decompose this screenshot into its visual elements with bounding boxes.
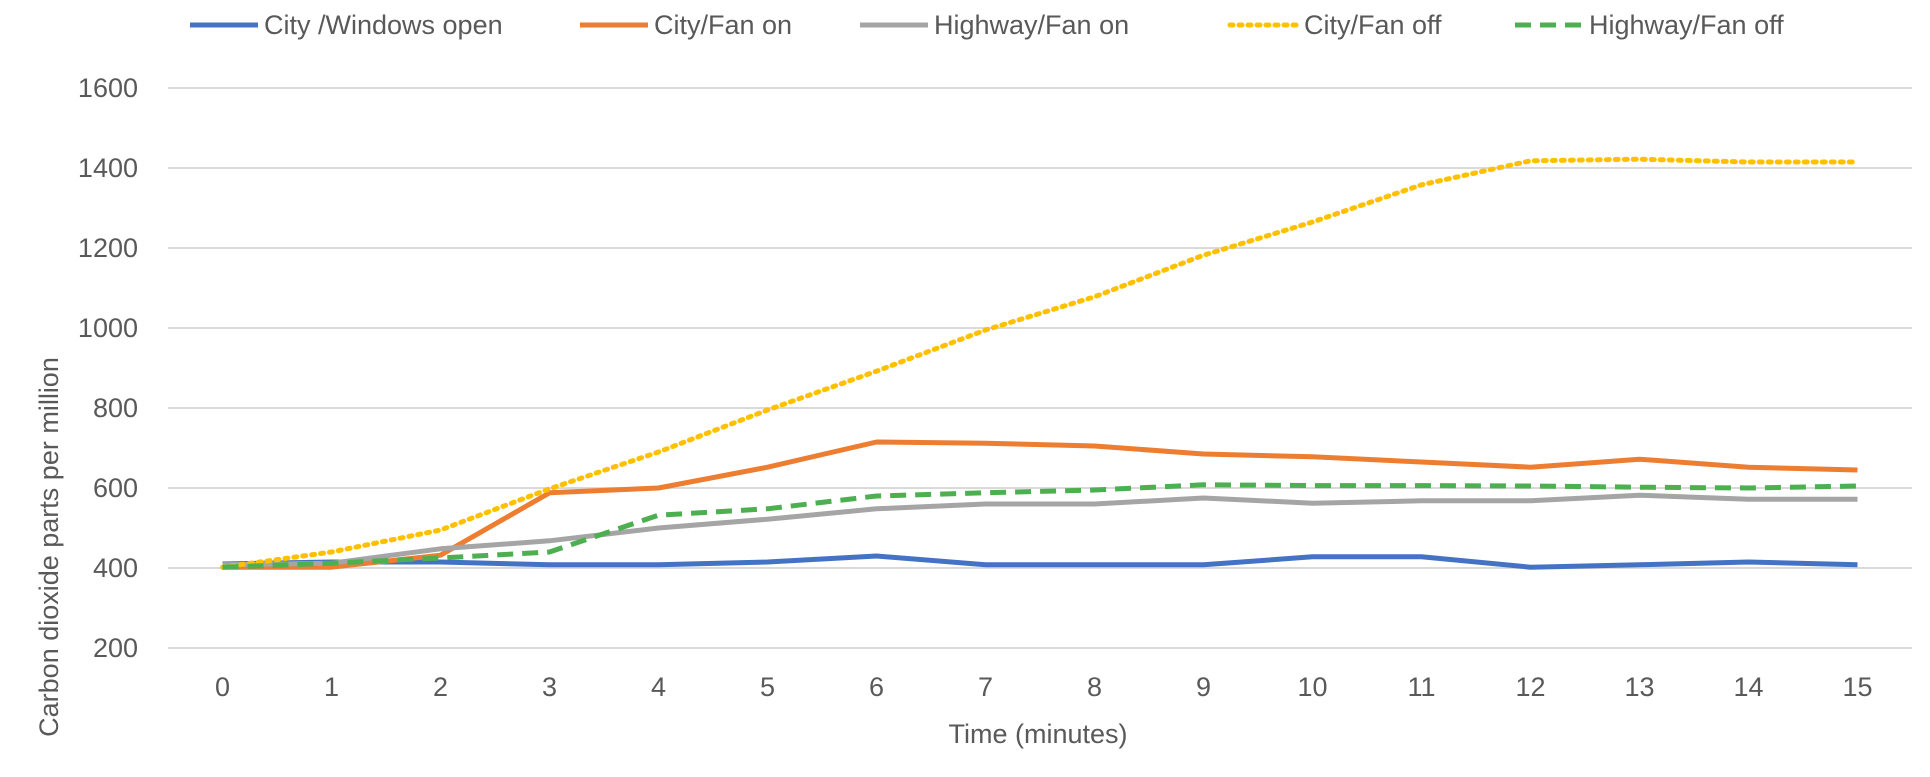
gridlines xyxy=(168,87,1912,649)
y-axis-title: Carbon dioxide parts per million xyxy=(34,357,64,737)
x-tick-label: 15 xyxy=(1842,672,1872,702)
legend: City /Windows open City/Fan on Highway/Fan… xyxy=(190,10,1784,40)
x-tick-label: 6 xyxy=(869,672,884,702)
x-tick-label: 5 xyxy=(760,672,775,702)
legend-label-1: City /Windows open xyxy=(264,10,503,40)
legend-label-3: Highway/Fan on xyxy=(934,10,1129,40)
series-line-4 xyxy=(220,156,1860,570)
y-tick-label: 1400 xyxy=(78,153,138,183)
x-tick-label: 12 xyxy=(1515,672,1545,702)
x-tick-label: 3 xyxy=(542,672,557,702)
x-tick-label: 11 xyxy=(1407,672,1435,702)
legend-label-2: City/Fan on xyxy=(654,10,792,40)
y-tick-label: 600 xyxy=(93,473,138,503)
x-tick-label: 0 xyxy=(215,672,230,702)
x-axis-ticks: 0 1 2 3 4 5 6 7 8 9 10 11 12 13 14 15 xyxy=(215,672,1873,702)
series-line-3 xyxy=(222,492,1858,568)
x-tick-label: 7 xyxy=(978,672,993,702)
x-tick-label: 2 xyxy=(433,672,448,702)
series-line-1 xyxy=(222,553,1858,570)
x-tick-label: 4 xyxy=(651,672,666,702)
y-tick-label: 1200 xyxy=(78,233,138,263)
legend-label-4: City/Fan off xyxy=(1304,10,1442,40)
x-tick-label: 1 xyxy=(324,672,339,702)
x-tick-label: 8 xyxy=(1087,672,1102,702)
y-tick-label: 800 xyxy=(93,393,138,423)
x-tick-label: 10 xyxy=(1297,672,1327,702)
series-line-2 xyxy=(222,439,1858,570)
x-axis-title: Time (minutes) xyxy=(948,719,1127,749)
y-tick-label: 200 xyxy=(93,633,138,663)
legend-label-5: Highway/Fan off xyxy=(1589,10,1784,40)
y-tick-label: 1000 xyxy=(78,313,138,343)
y-axis-ticks: 200 400 600 800 1000 1200 1400 1600 xyxy=(78,73,138,663)
y-tick-label: 400 xyxy=(93,553,138,583)
x-tick-label: 13 xyxy=(1624,672,1654,702)
series-lines xyxy=(220,156,1860,570)
x-tick-label: 14 xyxy=(1733,672,1763,702)
x-tick-label: 9 xyxy=(1196,672,1211,702)
y-tick-label: 1600 xyxy=(78,73,138,103)
